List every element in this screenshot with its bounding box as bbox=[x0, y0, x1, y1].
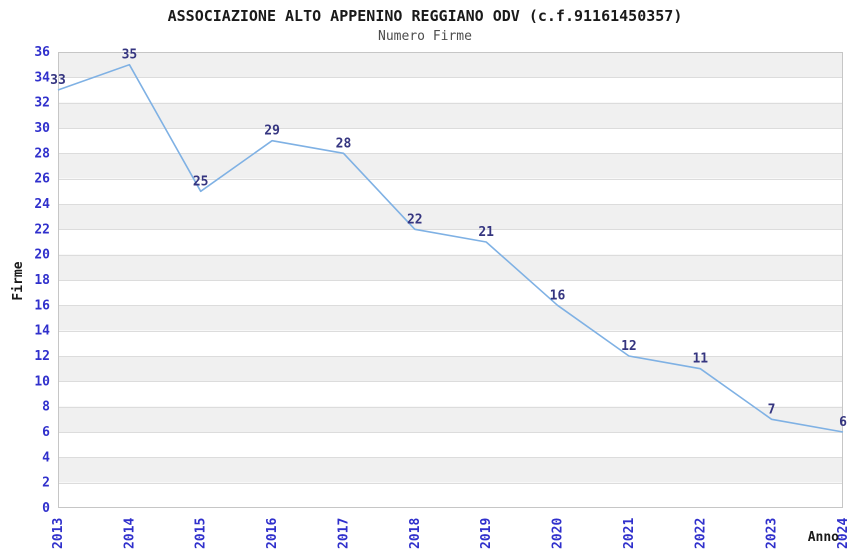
chart-title: ASSOCIAZIONE ALTO APPENINO REGGIANO ODV … bbox=[168, 7, 683, 25]
y-axis-title: Firme bbox=[11, 261, 26, 300]
y-tick-label: 8 bbox=[42, 400, 50, 415]
x-tick-label: 2017 bbox=[337, 518, 352, 549]
y-tick-label: 32 bbox=[34, 96, 50, 111]
y-tick-label: 26 bbox=[34, 172, 50, 187]
data-point-label: 35 bbox=[122, 48, 138, 63]
plot-band bbox=[58, 204, 843, 230]
plot-band bbox=[58, 432, 843, 458]
data-point-label: 25 bbox=[193, 174, 209, 189]
plot-band bbox=[58, 356, 843, 382]
y-tick-label: 14 bbox=[34, 324, 50, 339]
plot-band bbox=[58, 330, 843, 356]
x-tick-label: 2018 bbox=[408, 518, 423, 549]
y-tick-label: 30 bbox=[34, 121, 50, 136]
data-point-label: 22 bbox=[407, 212, 423, 227]
data-point-label: 6 bbox=[839, 415, 847, 430]
x-axis-title: Anno bbox=[808, 530, 839, 545]
y-tick-label: 20 bbox=[34, 248, 50, 263]
x-tick-label: 2013 bbox=[51, 518, 66, 549]
plot-band bbox=[58, 254, 843, 280]
x-tick-label: 2024 bbox=[836, 518, 850, 549]
x-tick-label: 2021 bbox=[622, 518, 637, 549]
data-point-label: 21 bbox=[478, 225, 494, 240]
plot-area: 3335252928222116121176024681012141618202… bbox=[34, 45, 850, 549]
data-point-label: 12 bbox=[621, 339, 637, 354]
x-tick-label: 2016 bbox=[265, 518, 280, 549]
x-tick-label: 2023 bbox=[765, 518, 780, 549]
chart-subtitle: Numero Firme bbox=[378, 29, 472, 44]
y-tick-label: 28 bbox=[34, 146, 50, 161]
plot-band bbox=[58, 178, 843, 204]
data-point-label: 11 bbox=[692, 352, 708, 367]
plot-border bbox=[58, 52, 843, 508]
data-point-label: 33 bbox=[50, 73, 66, 88]
data-point-label: 28 bbox=[336, 136, 352, 151]
y-tick-label: 0 bbox=[42, 501, 50, 516]
plot-band bbox=[58, 406, 843, 432]
x-tick-label: 2015 bbox=[194, 518, 209, 549]
data-line bbox=[57, 63, 844, 433]
y-tick-label: 16 bbox=[34, 298, 50, 313]
x-tick-label: 2019 bbox=[479, 518, 494, 549]
y-tick-label: 2 bbox=[42, 476, 50, 491]
plot-band bbox=[58, 381, 843, 407]
y-tick-label: 36 bbox=[34, 45, 50, 60]
y-tick-label: 34 bbox=[34, 70, 50, 85]
y-tick-label: 22 bbox=[34, 222, 50, 237]
plot-band bbox=[58, 305, 843, 331]
plot-band bbox=[58, 457, 843, 483]
x-tick-label: 2014 bbox=[122, 518, 137, 549]
x-tick-label: 2020 bbox=[551, 518, 566, 549]
plot-band bbox=[58, 153, 843, 179]
y-tick-label: 18 bbox=[34, 273, 50, 288]
y-tick-label: 24 bbox=[34, 197, 50, 212]
plot-band bbox=[58, 102, 843, 128]
data-point-label: 29 bbox=[264, 124, 280, 139]
plot-band bbox=[58, 52, 843, 78]
plot-band bbox=[58, 77, 843, 103]
plot-band bbox=[58, 482, 843, 508]
data-point-label: 7 bbox=[768, 402, 776, 417]
plot-band bbox=[58, 280, 843, 306]
y-tick-label: 10 bbox=[34, 374, 50, 389]
x-tick-label: 2022 bbox=[693, 518, 708, 549]
plot-band bbox=[58, 128, 843, 154]
y-tick-label: 12 bbox=[34, 349, 50, 364]
plot-band bbox=[58, 229, 843, 255]
y-tick-label: 6 bbox=[42, 425, 50, 440]
y-tick-label: 4 bbox=[42, 450, 50, 465]
data-point-label: 16 bbox=[550, 288, 566, 303]
